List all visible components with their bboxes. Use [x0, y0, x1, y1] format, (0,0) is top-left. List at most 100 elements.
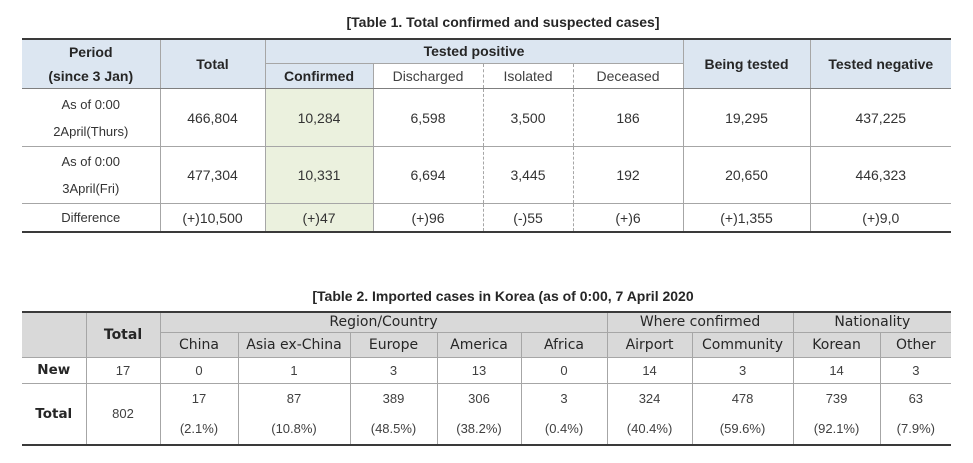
cell-europe: 389 (48.5%) [349, 382, 438, 446]
cell-share: (2.1%) [179, 420, 219, 436]
cell-total: 802 [85, 382, 161, 446]
cell-count: 63 [908, 390, 924, 406]
subheader-row: Confirmed Discharged Isolated Deceased [22, 62, 951, 90]
cell-tested-negative: 437,225 [809, 88, 952, 147]
cell-deceased: 186 [572, 88, 684, 147]
header-korean: Korean [792, 331, 881, 358]
table2-title: [Table 2. Imported cases in Korea (as of… [312, 288, 694, 304]
diff-discharged: (+)96 [372, 203, 484, 233]
cell-community: 478 (59.6%) [691, 382, 794, 446]
cell-share: (7.9%) [896, 420, 935, 436]
header-where-confirmed: Where confirmed [606, 311, 794, 333]
cell-airport: 324 (40.4%) [606, 382, 693, 446]
diff-total: (+)10,500 [159, 203, 266, 233]
header-row: Period (since 3 Jan) Total Tested positi… [22, 38, 952, 89]
header-deceased: Deceased [572, 62, 684, 90]
row-as-of: As of 0:00 [61, 154, 121, 169]
cell-isolated: 3,500 [482, 88, 574, 147]
cell-total: 466,804 [159, 88, 266, 147]
header-other: Other [879, 331, 952, 358]
cell-count: 739 [825, 390, 848, 406]
cell-count: 87 [286, 390, 302, 406]
difference-row: Difference (+)10,500 (+)47 (+)96 (-)55 (… [22, 203, 952, 233]
cell-korean: 14 [792, 356, 881, 384]
header-total: Total [85, 311, 161, 358]
cell-africa: 3 (0.4%) [520, 382, 608, 446]
cell-total: 477,304 [159, 146, 266, 204]
cell-china: 17 (2.1%) [159, 382, 239, 446]
header-confirmed: Confirmed [264, 62, 374, 90]
cell-america: 13 [436, 356, 522, 384]
row-as-of: As of 0:00 [61, 96, 121, 112]
row-period-cell: As of 0:00 3April(Fri) [22, 146, 161, 204]
header-being-tested: Being tested [682, 38, 811, 89]
cell-count: 17 [191, 390, 207, 406]
table-row: As of 0:00 2April(Thurs) 466,804 10,284 … [22, 88, 952, 147]
header-period-note: (since 3 Jan) [48, 68, 134, 84]
cell-being-tested: 20,650 [682, 146, 811, 204]
header-tested-negative: Tested negative [809, 38, 952, 89]
cell-america: 306 (38.2%) [436, 382, 522, 446]
diff-tested-negative: (+)9,0 [809, 203, 952, 233]
header-corner-cell [22, 311, 87, 358]
cell-deceased: 192 [572, 146, 684, 204]
cell-share: (48.5%) [370, 420, 417, 436]
table-row-total: Total 802 17 (2.1%) 87 (10.8%) 389 (48.5… [22, 382, 952, 446]
diff-deceased: (+)6 [572, 203, 684, 233]
diff-isolated: (-)55 [482, 203, 574, 233]
cell-other: 63 (7.9%) [879, 382, 952, 446]
total-cases-table: Period (since 3 Jan) Total Tested positi… [22, 38, 952, 233]
row-label-new: New [22, 356, 87, 384]
cell-count: 3 [560, 390, 568, 406]
cell-confirmed: 10,331 [264, 146, 374, 204]
header-nationality: Nationality [792, 311, 952, 333]
diff-being-tested: (+)1,355 [682, 203, 811, 233]
imported-cases-table: Total Region/Country Where confirmed Nat… [22, 311, 952, 446]
cell-discharged: 6,694 [372, 146, 484, 204]
difference-label: Difference [22, 203, 161, 233]
cell-other: 3 [879, 356, 952, 384]
cell-confirmed: 10,284 [264, 88, 374, 147]
diff-confirmed: (+)47 [264, 203, 374, 233]
header-region-country: Region/Country [159, 311, 608, 333]
cell-europe: 3 [349, 356, 438, 384]
cell-community: 3 [691, 356, 794, 384]
cell-total: 17 [85, 356, 161, 384]
header-america: America [436, 331, 522, 358]
cell-share: (40.4%) [626, 420, 673, 436]
table-row: As of 0:00 3April(Fri) 477,304 10,331 6,… [22, 146, 952, 204]
header-africa: Africa [520, 331, 608, 358]
row-period-cell: As of 0:00 2April(Thurs) [22, 88, 161, 147]
header-discharged: Discharged [372, 62, 484, 90]
header-period: Period (since 3 Jan) [22, 38, 161, 89]
cell-asia-ex-china: 87 (10.8%) [237, 382, 351, 446]
cell-discharged: 6,598 [372, 88, 484, 147]
header-asia-ex-china: Asia ex-China [237, 331, 351, 358]
row-date: 3April(Fri) [62, 181, 120, 196]
header-europe: Europe [349, 331, 438, 358]
header-period-label: Period [68, 44, 113, 60]
row-date: 2April(Thurs) [53, 123, 129, 139]
cell-share: (92.1%) [813, 420, 860, 436]
subheader-row: China Asia ex-China Europe America Afric… [22, 331, 952, 358]
cell-being-tested: 19,295 [682, 88, 811, 147]
cell-count: 324 [638, 390, 661, 406]
cell-airport: 14 [606, 356, 693, 384]
cell-count: 389 [382, 390, 405, 406]
cell-share: (38.2%) [456, 420, 502, 436]
cell-africa: 0 [520, 356, 608, 384]
cell-china: 0 [159, 356, 239, 384]
cell-isolated: 3,445 [482, 146, 574, 204]
cell-count: 306 [468, 390, 490, 406]
table1-title: [Table 1. Total confirmed and suspected … [346, 14, 660, 30]
cell-tested-negative: 446,323 [809, 146, 952, 204]
cell-share: (0.4%) [544, 420, 584, 436]
header-community: Community [691, 331, 794, 358]
header-china: China [159, 331, 239, 358]
cell-share: (59.6%) [719, 420, 766, 436]
cell-count: 478 [731, 390, 754, 406]
header-row: Total Region/Country Where confirmed Nat… [22, 311, 952, 358]
header-isolated: Isolated [482, 62, 574, 90]
cell-share: (10.8%) [271, 420, 317, 436]
header-airport: Airport [606, 331, 693, 358]
